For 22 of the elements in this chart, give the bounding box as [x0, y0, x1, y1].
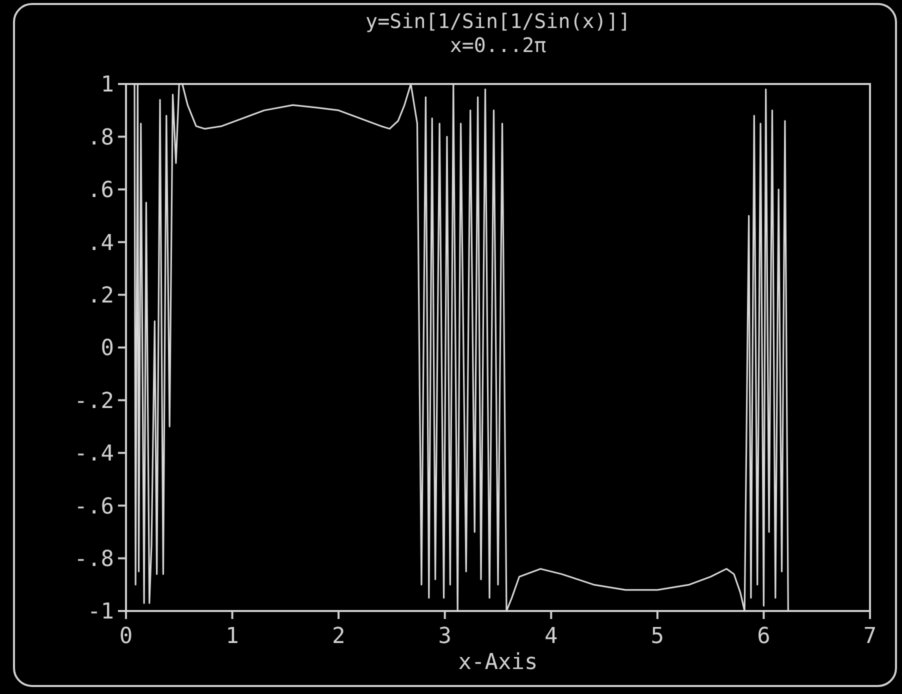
y-tick-label: .8: [88, 125, 114, 150]
y-tick-label: .4: [88, 230, 114, 256]
x-tick-label: 0: [119, 624, 133, 649]
x-tick-label: 6: [757, 624, 770, 649]
y-tick-label: -.6: [74, 494, 114, 520]
x-tick-label: 4: [544, 624, 558, 649]
y-tick-label: 1: [100, 72, 114, 98]
chart-subtitle: x=0...2π: [450, 33, 546, 57]
y-tick-label: .2: [88, 284, 114, 308]
y-tick-label: 0: [100, 336, 114, 362]
y-tick-label: -1: [88, 600, 114, 625]
chart-title: y=Sin[1/Sin[1/Sin(x)]]: [366, 9, 630, 33]
x-tick-label: 5: [650, 624, 664, 649]
x-tick-label: 3: [438, 624, 452, 649]
x-tick-label: 1: [226, 624, 239, 649]
x-tick-label: 2: [332, 624, 346, 649]
y-tick-label: -.4: [74, 442, 114, 467]
y-tick-label: -.2: [74, 388, 114, 414]
y-tick-label: -.8: [74, 547, 114, 572]
x-axis-title: x-Axis: [458, 650, 538, 675]
y-tick-label: .6: [88, 178, 114, 204]
x-tick-label: 7: [863, 624, 877, 649]
